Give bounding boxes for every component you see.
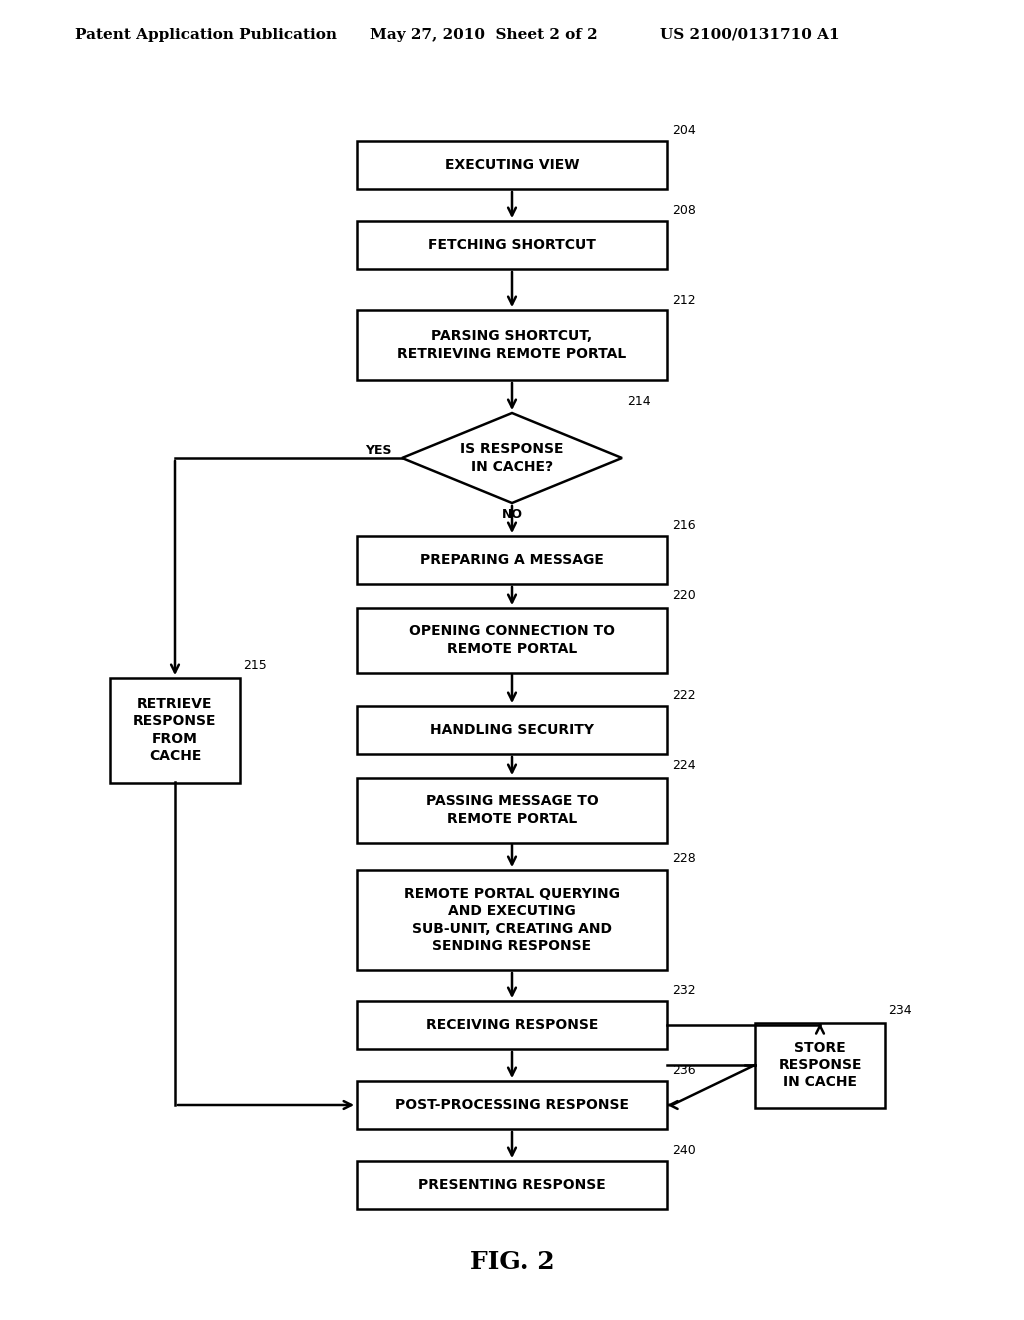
Text: REMOTE PORTAL QUERYING
AND EXECUTING
SUB-UNIT, CREATING AND
SENDING RESPONSE: REMOTE PORTAL QUERYING AND EXECUTING SUB…	[404, 887, 620, 953]
Text: NO: NO	[502, 508, 522, 521]
Text: 234: 234	[888, 1005, 911, 1016]
Text: STORE
RESPONSE
IN CACHE: STORE RESPONSE IN CACHE	[778, 1040, 862, 1089]
Text: Patent Application Publication: Patent Application Publication	[75, 28, 337, 42]
Text: 204: 204	[672, 124, 695, 137]
Text: EXECUTING VIEW: EXECUTING VIEW	[444, 158, 580, 172]
Text: PARSING SHORTCUT,
RETRIEVING REMOTE PORTAL: PARSING SHORTCUT, RETRIEVING REMOTE PORT…	[397, 330, 627, 360]
Text: 214: 214	[627, 395, 650, 408]
Text: FIG. 2: FIG. 2	[470, 1250, 554, 1274]
Text: PASSING MESSAGE TO
REMOTE PORTAL: PASSING MESSAGE TO REMOTE PORTAL	[426, 795, 598, 825]
FancyBboxPatch shape	[357, 777, 667, 842]
FancyBboxPatch shape	[357, 141, 667, 189]
Text: 228: 228	[672, 851, 695, 865]
FancyBboxPatch shape	[110, 677, 240, 783]
FancyBboxPatch shape	[357, 536, 667, 583]
Text: 232: 232	[672, 983, 695, 997]
FancyBboxPatch shape	[357, 607, 667, 672]
FancyBboxPatch shape	[755, 1023, 885, 1107]
FancyBboxPatch shape	[357, 1001, 667, 1049]
FancyBboxPatch shape	[357, 1081, 667, 1129]
Text: PRESENTING RESPONSE: PRESENTING RESPONSE	[418, 1177, 606, 1192]
Text: HANDLING SECURITY: HANDLING SECURITY	[430, 723, 594, 737]
Text: 224: 224	[672, 759, 695, 772]
Text: PREPARING A MESSAGE: PREPARING A MESSAGE	[420, 553, 604, 568]
FancyBboxPatch shape	[357, 310, 667, 380]
Text: YES: YES	[366, 444, 392, 457]
Text: 208: 208	[672, 205, 696, 216]
Text: FETCHING SHORTCUT: FETCHING SHORTCUT	[428, 238, 596, 252]
Text: RECEIVING RESPONSE: RECEIVING RESPONSE	[426, 1018, 598, 1032]
FancyBboxPatch shape	[357, 706, 667, 754]
FancyBboxPatch shape	[357, 1162, 667, 1209]
Text: RETRIEVE
RESPONSE
FROM
CACHE: RETRIEVE RESPONSE FROM CACHE	[133, 697, 217, 763]
Text: 222: 222	[672, 689, 695, 702]
Text: 215: 215	[243, 659, 266, 672]
Text: 220: 220	[672, 589, 695, 602]
Text: 212: 212	[672, 294, 695, 308]
Polygon shape	[402, 413, 622, 503]
Text: IS RESPONSE
IN CACHE?: IS RESPONSE IN CACHE?	[460, 442, 564, 474]
Text: 216: 216	[672, 519, 695, 532]
Text: 236: 236	[672, 1064, 695, 1077]
Text: May 27, 2010  Sheet 2 of 2: May 27, 2010 Sheet 2 of 2	[370, 28, 598, 42]
FancyBboxPatch shape	[357, 870, 667, 970]
Text: 240: 240	[672, 1144, 695, 1158]
FancyBboxPatch shape	[357, 220, 667, 269]
Text: OPENING CONNECTION TO
REMOTE PORTAL: OPENING CONNECTION TO REMOTE PORTAL	[409, 624, 615, 656]
Text: US 2100/0131710 A1: US 2100/0131710 A1	[660, 28, 840, 42]
Text: POST-PROCESSING RESPONSE: POST-PROCESSING RESPONSE	[395, 1098, 629, 1111]
